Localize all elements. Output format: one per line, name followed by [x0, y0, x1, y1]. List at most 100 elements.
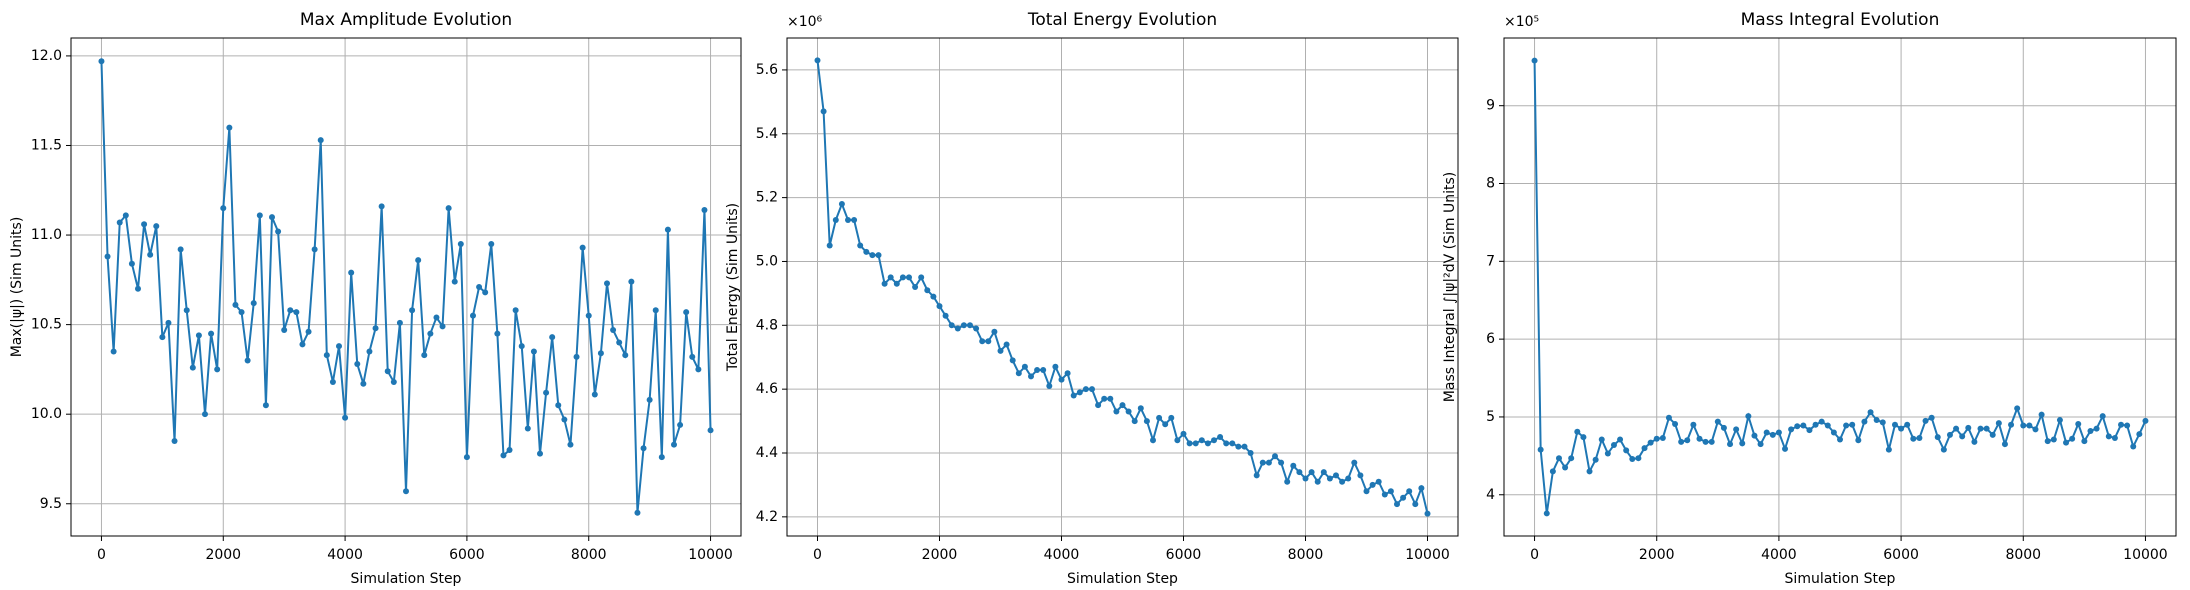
point — [930, 293, 937, 300]
point — [1137, 405, 1144, 412]
point — [208, 330, 215, 337]
point — [1131, 418, 1138, 425]
point — [226, 124, 233, 131]
point — [104, 253, 111, 260]
point — [567, 441, 574, 448]
point — [1782, 445, 1789, 452]
point — [463, 454, 470, 461]
point — [2008, 421, 2015, 428]
point — [1217, 434, 1224, 441]
point — [1696, 435, 1703, 442]
point — [269, 214, 275, 221]
point — [122, 212, 129, 219]
point — [293, 309, 300, 316]
point — [1229, 440, 1236, 447]
point — [366, 348, 373, 355]
point — [427, 330, 434, 337]
point — [189, 364, 196, 371]
x-tick-label: 10000 — [688, 547, 733, 563]
point — [183, 307, 190, 314]
point — [683, 309, 690, 316]
y-tick-label: 5.0 — [756, 253, 778, 269]
point — [832, 216, 839, 223]
point — [1363, 488, 1370, 495]
point — [518, 343, 525, 350]
point — [500, 452, 507, 459]
point — [1333, 472, 1339, 479]
point — [1763, 429, 1770, 436]
point — [1818, 418, 1825, 425]
x-tick-label: 8000 — [1288, 547, 1324, 563]
chart-title: Max Amplitude Evolution — [300, 10, 512, 30]
point — [1635, 455, 1642, 462]
point — [299, 341, 306, 348]
point — [214, 366, 221, 373]
point — [506, 447, 513, 454]
axes-frame — [786, 37, 1459, 537]
y-tick-label: 5.6 — [756, 62, 778, 78]
point — [457, 241, 464, 248]
point — [1873, 417, 1880, 424]
point — [256, 212, 263, 219]
point — [1830, 429, 1837, 436]
point — [2087, 427, 2094, 434]
x-tick-label: 0 — [1530, 547, 1539, 563]
point — [1812, 421, 1819, 428]
point — [1720, 424, 1727, 431]
point — [1739, 440, 1746, 447]
y-tick-label: 11.0 — [31, 227, 62, 243]
y-tick-label: 7 — [1486, 253, 1495, 269]
point — [2105, 433, 2112, 440]
point — [1070, 392, 1077, 399]
y-axis-label: Total Energy (Sim Units) — [725, 203, 741, 372]
point — [616, 339, 623, 346]
point — [1733, 426, 1740, 433]
point — [116, 219, 123, 226]
point — [960, 322, 967, 329]
point — [153, 223, 160, 230]
x-tick-label: 8000 — [571, 547, 607, 563]
point — [1708, 438, 1715, 445]
point — [1989, 431, 1996, 438]
point — [814, 57, 821, 64]
point — [1953, 425, 1960, 432]
point — [1052, 363, 1059, 370]
point — [1418, 485, 1425, 492]
point — [1235, 443, 1242, 450]
point — [1302, 475, 1309, 482]
point — [695, 366, 702, 373]
point — [634, 509, 641, 516]
point — [445, 205, 452, 212]
point — [2001, 441, 2008, 448]
point — [1983, 425, 1990, 432]
point — [906, 274, 912, 281]
point — [1775, 429, 1782, 436]
point — [1180, 430, 1187, 437]
point — [1357, 472, 1364, 479]
point — [195, 332, 202, 339]
point — [317, 137, 324, 144]
point — [689, 353, 696, 360]
y-tick-label: 9.5 — [40, 496, 62, 512]
point — [1247, 450, 1254, 456]
point — [1375, 478, 1382, 485]
point — [232, 301, 239, 308]
point — [1922, 417, 1929, 424]
point — [482, 289, 489, 296]
point — [220, 205, 227, 212]
point — [1345, 475, 1352, 482]
point — [1162, 421, 1169, 428]
point — [141, 221, 148, 228]
point — [1326, 475, 1333, 482]
point — [1641, 445, 1648, 452]
point — [2056, 417, 2063, 424]
point — [2081, 438, 2088, 445]
point — [1003, 341, 1010, 348]
x-tick-label: 6000 — [1166, 547, 1202, 563]
x-tick-label: 10000 — [1405, 547, 1450, 563]
x-tick-label: 4000 — [327, 547, 363, 563]
point — [530, 348, 537, 355]
point — [2124, 422, 2131, 429]
point — [348, 269, 355, 276]
point — [1400, 494, 1407, 501]
